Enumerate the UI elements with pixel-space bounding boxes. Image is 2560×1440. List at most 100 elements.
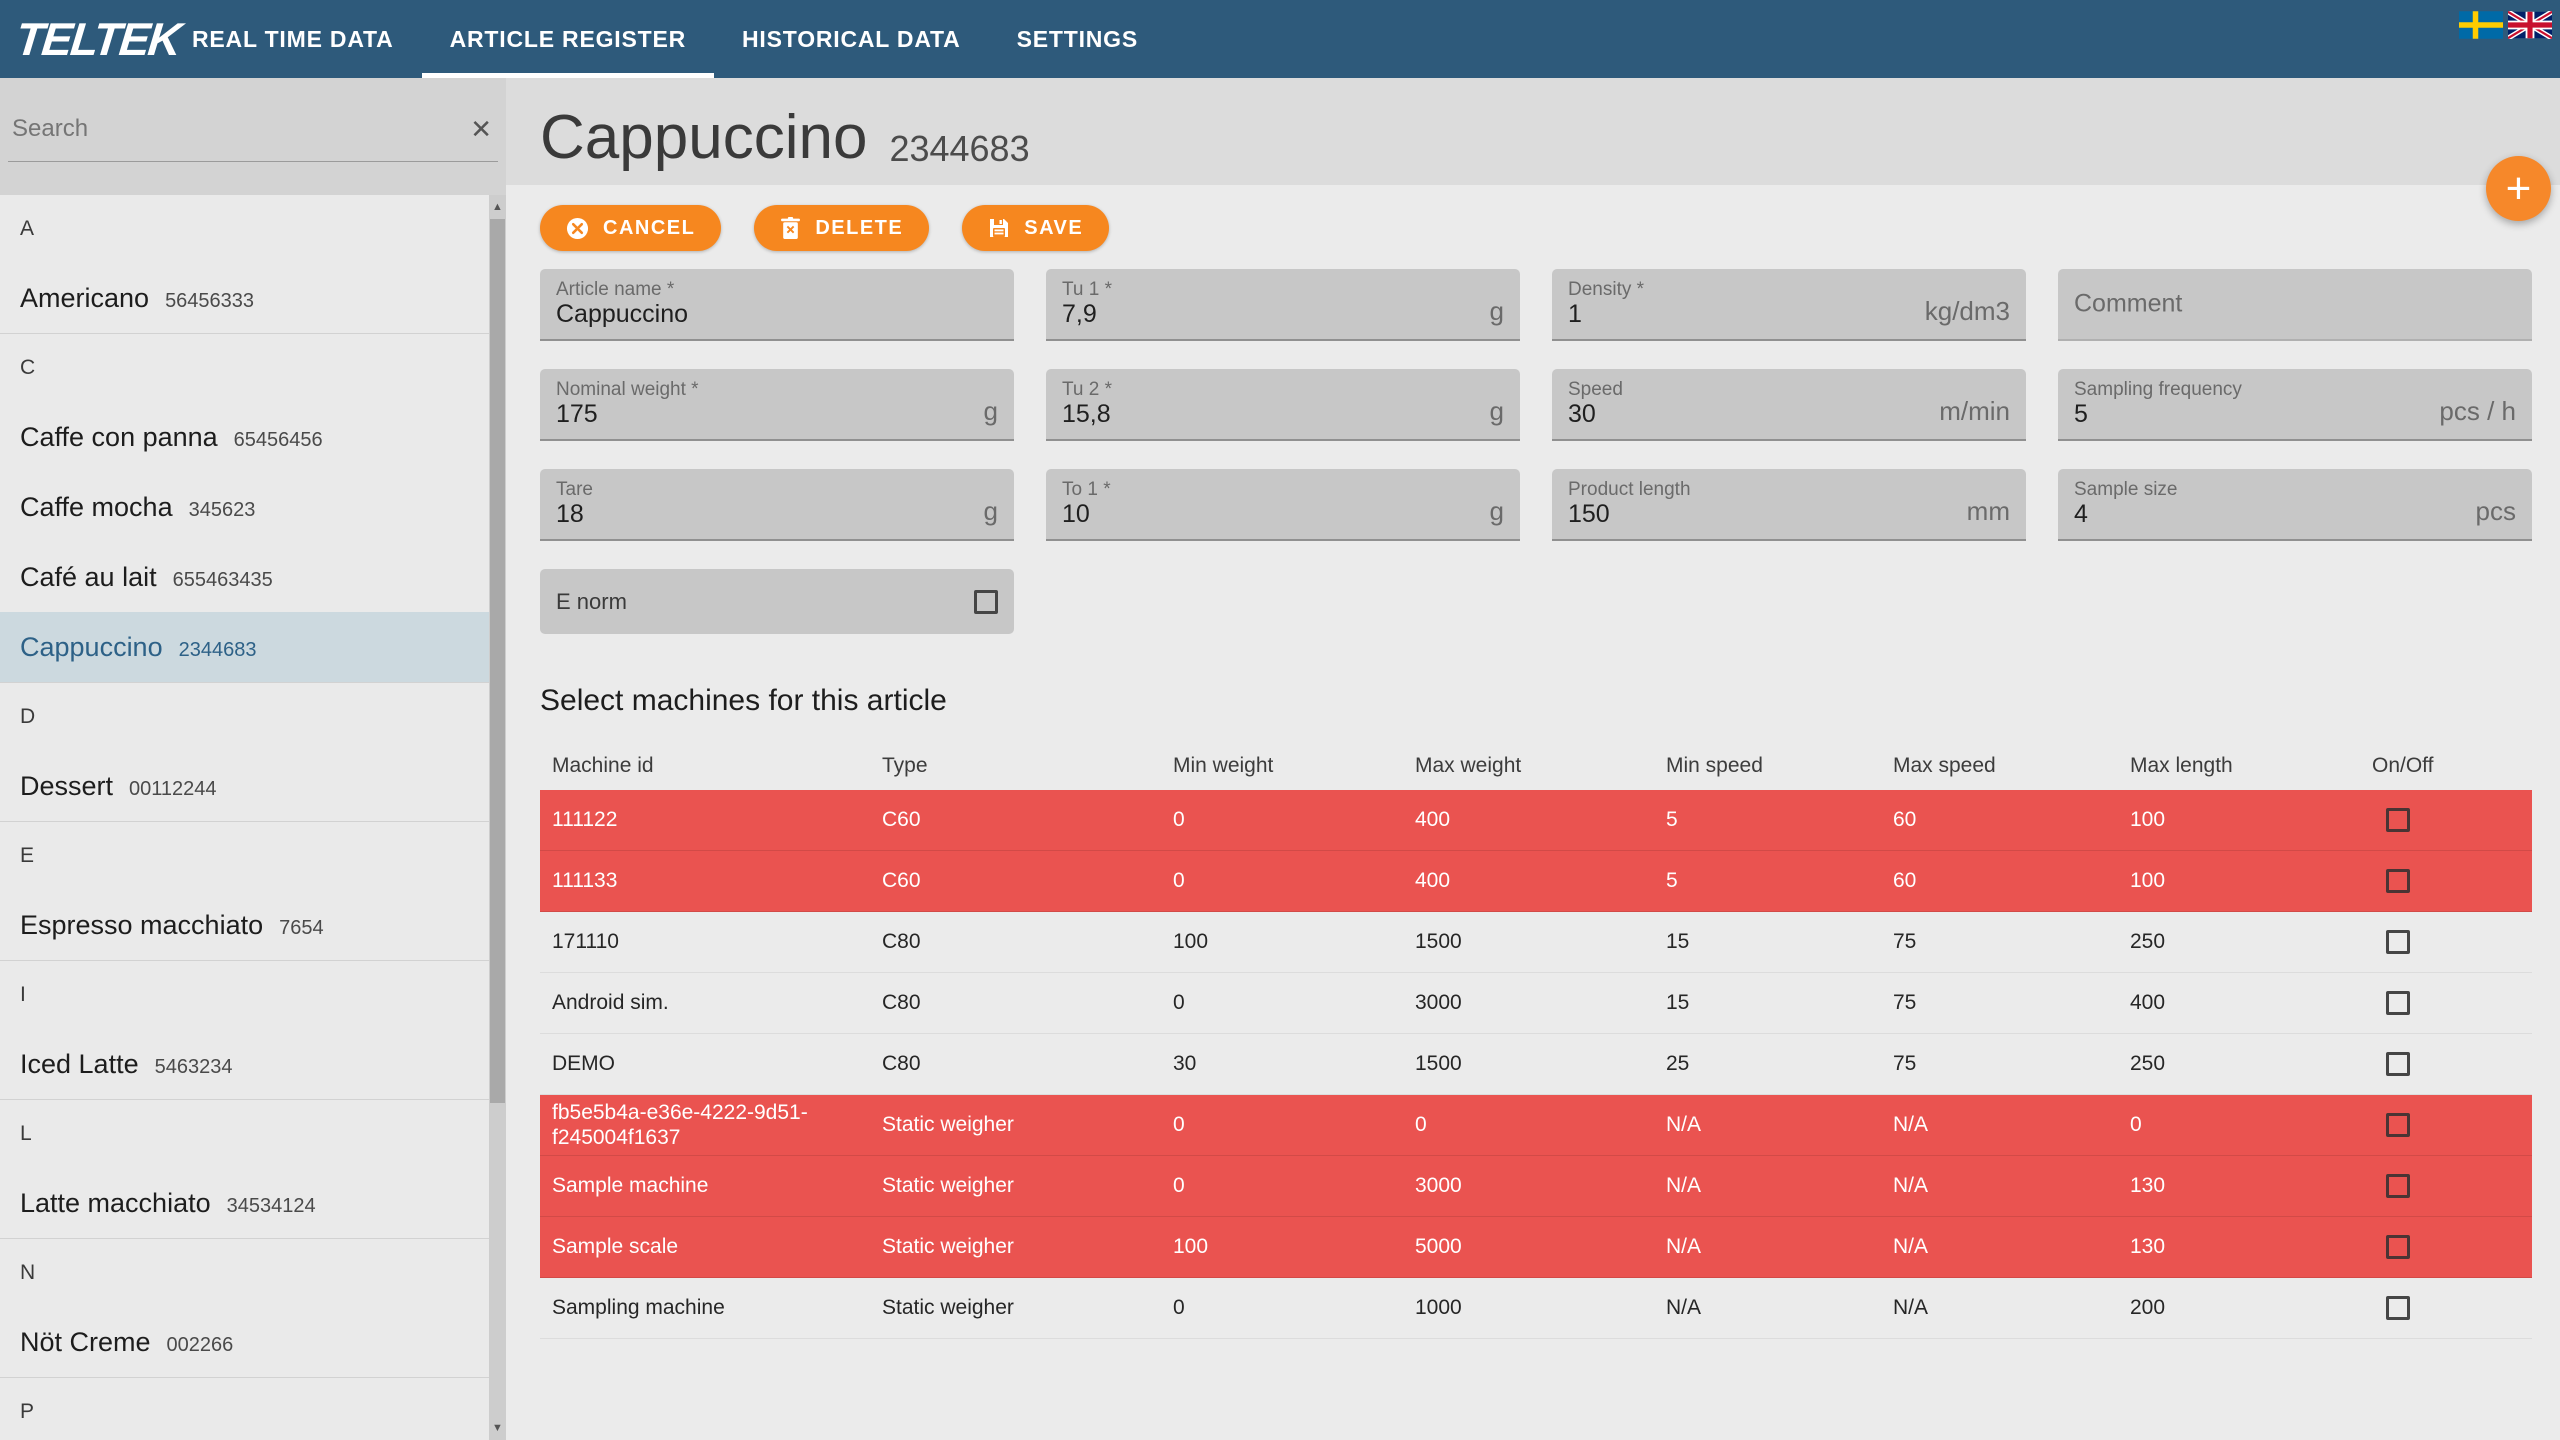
machine-type: Static weigher: [882, 1296, 1014, 1320]
machine-row-android-sim[interactable]: Android sim. C80 0 3000 15 75 400: [540, 973, 2532, 1034]
article-name-field[interactable]: Article name * Cappuccino: [540, 269, 1014, 341]
min-speed: N/A: [1666, 1174, 1702, 1198]
on-off-checkbox[interactable]: [2386, 1052, 2410, 1076]
trash-icon: [781, 216, 801, 239]
field-unit: g: [983, 496, 998, 526]
add-article-button[interactable]: +: [2486, 156, 2551, 221]
min-weight: 100: [1173, 930, 1209, 954]
save-button[interactable]: SAVE: [962, 205, 1110, 251]
clear-search-icon[interactable]: ✕: [470, 113, 492, 144]
on-off-checkbox[interactable]: [2386, 1235, 2410, 1259]
tu2-field[interactable]: Tu 2 * 15,8 g: [1046, 369, 1520, 441]
tare-field[interactable]: Tare 18 g: [540, 469, 1014, 541]
on-off-checkbox[interactable]: [2386, 1296, 2410, 1320]
tab-settings[interactable]: SETTINGS: [1016, 25, 1139, 52]
max-weight: 400: [1415, 869, 1451, 893]
min-speed: N/A: [1666, 1296, 1702, 1320]
min-speed: 15: [1666, 991, 1690, 1015]
machine-row-demo[interactable]: DEMO C80 30 1500 25 75 250: [540, 1034, 2532, 1095]
article-form-content: CANCEL DELETE: [506, 185, 2560, 1339]
min-speed: 5: [1666, 808, 1678, 832]
letter-group-p: P: [0, 1377, 489, 1440]
list-item-cafe-au-lait[interactable]: Café au lait 655463435: [0, 542, 489, 612]
nominal-weight-field[interactable]: Nominal weight * 175 g: [540, 369, 1014, 441]
field-label: Tu 2 *: [1062, 379, 1112, 400]
scroll-down-icon[interactable]: ▼: [492, 1422, 503, 1434]
list-item-dessert[interactable]: Dessert 00112244: [0, 751, 489, 821]
letter-group-a: A Americano 56456333: [0, 195, 489, 333]
machine-row-sample-machine[interactable]: Sample machine Static weigher 0 3000 N/A…: [540, 1156, 2532, 1217]
list-item-caffe-mocha[interactable]: Caffe mocha 345623: [0, 472, 489, 542]
article-name: Nöt Creme: [20, 1327, 151, 1357]
machine-id: fb5e5b4a-e36e-4222-9d51-f245004f1637: [552, 1100, 808, 1149]
max-length: 400: [2130, 991, 2166, 1015]
field-label: Sampling frequency: [2074, 379, 2242, 400]
max-speed: N/A: [1893, 1174, 1929, 1198]
page-title: Cappuccino: [540, 103, 868, 172]
on-off-checkbox[interactable]: [2386, 869, 2410, 893]
list-item-americano[interactable]: Americano 56456333: [0, 263, 489, 333]
list-item-latte-macchiato[interactable]: Latte macchiato 34534124: [0, 1168, 489, 1238]
sidebar-scrollbar[interactable]: ▲ ▼: [489, 195, 506, 1440]
on-off-checkbox[interactable]: [2386, 1113, 2410, 1137]
search-input[interactable]: [8, 114, 465, 143]
scroll-up-icon[interactable]: ▲: [492, 201, 503, 213]
delete-button[interactable]: DELETE: [754, 205, 930, 251]
on-off-checkbox[interactable]: [2386, 930, 2410, 954]
machines-table: Machine id Type Min weight Max weight Mi…: [540, 742, 2532, 1339]
field-placeholder: Comment: [2074, 289, 2183, 318]
min-speed: N/A: [1666, 1113, 1702, 1137]
on-off-checkbox[interactable]: [2386, 991, 2410, 1015]
uk-flag-icon[interactable]: [2508, 11, 2552, 39]
list-item-caffe-con-panna[interactable]: Caffe con panna 65456456: [0, 402, 489, 472]
on-off-checkbox[interactable]: [2386, 1174, 2410, 1198]
col-min-speed: Min speed: [1666, 754, 1763, 777]
machine-row-111133[interactable]: 111133 C60 0 400 5 60 100: [540, 851, 2532, 912]
machines-table-header: Machine id Type Min weight Max weight Mi…: [540, 742, 2532, 790]
machine-id: DEMO: [552, 1052, 615, 1076]
density-field[interactable]: Density * 1 kg/dm3: [1552, 269, 2026, 341]
machine-row-sampling-machine[interactable]: Sampling machine Static weigher 0 1000 N…: [540, 1278, 2532, 1339]
e-norm-label: E norm: [556, 588, 627, 614]
cancel-button[interactable]: CANCEL: [540, 205, 722, 251]
swedish-flag-icon[interactable]: [2459, 11, 2503, 39]
list-item-not-creme[interactable]: Nöt Creme 002266: [0, 1307, 489, 1377]
article-code: 7654: [279, 917, 324, 939]
field-label: Tu 1 *: [1062, 279, 1112, 300]
col-max-weight: Max weight: [1415, 754, 1522, 777]
machine-id: 111122: [552, 808, 618, 832]
sampling-frequency-field[interactable]: Sampling frequency 5 pcs / h: [2058, 369, 2532, 441]
min-weight: 0: [1173, 1174, 1185, 1198]
scrollbar-thumb[interactable]: [490, 219, 505, 1103]
tab-historical-data[interactable]: HISTORICAL DATA: [742, 25, 961, 52]
letter-group-i: I Iced Latte 5463234: [0, 960, 489, 1099]
machine-row-171110[interactable]: 171110 C80 100 1500 15 75 250: [540, 912, 2532, 973]
list-item-espresso-macchiato[interactable]: Espresso macchiato 7654: [0, 890, 489, 960]
list-item-cappuccino-selected[interactable]: Cappuccino 2344683: [0, 612, 489, 682]
speed-field[interactable]: Speed 30 m/min: [1552, 369, 2026, 441]
delete-label: DELETE: [815, 216, 904, 239]
sample-size-field[interactable]: Sample size 4 pcs: [2058, 469, 2532, 541]
field-label: Speed: [1568, 379, 1623, 400]
article-form: Article name * Cappuccino Tu 1 * 7,9 g D…: [540, 269, 2532, 541]
comment-field[interactable]: Comment: [2058, 269, 2532, 341]
machine-row-fb5e5b4a[interactable]: fb5e5b4a-e36e-4222-9d51-f245004f1637 Sta…: [540, 1095, 2532, 1156]
field-unit: kg/dm3: [1924, 296, 2010, 326]
field-label: To 1 *: [1062, 479, 1111, 500]
tu1-field[interactable]: Tu 1 * 7,9 g: [1046, 269, 1520, 341]
group-letter: P: [20, 1400, 35, 1423]
field-label: Article name *: [556, 279, 675, 300]
article-code: 00112244: [129, 778, 217, 800]
field-label: Nominal weight *: [556, 379, 699, 400]
machine-row-sample-scale[interactable]: Sample scale Static weigher 100 5000 N/A…: [540, 1217, 2532, 1278]
action-buttons: CANCEL DELETE: [540, 205, 2560, 251]
machine-row-111122[interactable]: 111122 C60 0 400 5 60 100: [540, 790, 2532, 851]
product-length-field[interactable]: Product length 150 mm: [1552, 469, 2026, 541]
tab-article-register[interactable]: ARTICLE REGISTER: [421, 0, 715, 78]
article-code: 56456333: [165, 290, 255, 312]
e-norm-checkbox[interactable]: [974, 589, 998, 614]
list-item-iced-latte[interactable]: Iced Latte 5463234: [0, 1029, 489, 1099]
to1-field[interactable]: To 1 * 10 g: [1046, 469, 1520, 541]
tab-real-time-data[interactable]: REAL TIME DATA: [192, 25, 394, 52]
on-off-checkbox[interactable]: [2386, 808, 2410, 832]
